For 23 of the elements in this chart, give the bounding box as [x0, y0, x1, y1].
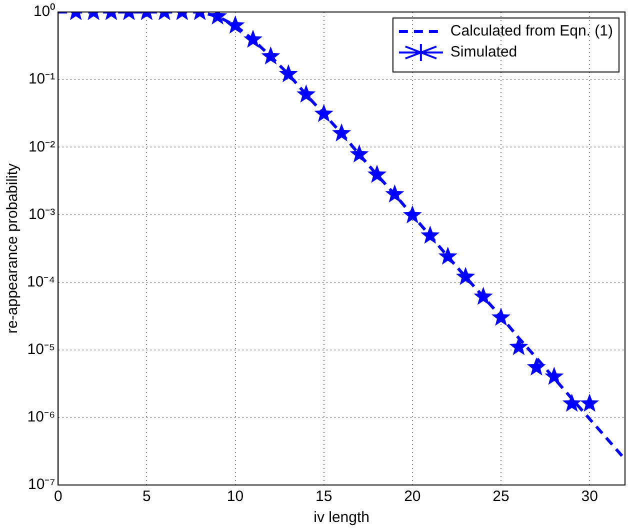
point: [562, 394, 582, 412]
legend-label: Simulated: [450, 44, 518, 61]
x-tick-label: 30: [581, 488, 598, 506]
y-tick-label: 10⁰: [33, 3, 56, 20]
y-tick-label: 10⁻³: [28, 206, 56, 223]
y-axis-title: re-appearance probability: [4, 162, 22, 334]
x-tick-label: 0: [54, 488, 62, 506]
y-tick-label: 10⁻¹: [28, 70, 56, 88]
x-tick-label: 5: [142, 488, 151, 506]
y-tick-label: 10⁻⁴: [26, 273, 56, 290]
point: [526, 357, 546, 376]
x-tick-label: 25: [492, 488, 510, 506]
y-tick-label: 10⁻⁶: [27, 408, 56, 426]
x-tick-label: 15: [316, 488, 332, 506]
point: [509, 337, 528, 356]
y-tick-label: 10⁻²: [28, 138, 56, 156]
x-tick-label: 20: [404, 488, 421, 506]
point: [580, 394, 600, 412]
y-tick-label: 10⁻⁵: [27, 341, 56, 358]
legend-label: Calculated from Eqn. (1): [450, 22, 614, 40]
x-tick-label: 10: [226, 488, 244, 506]
x-axis-title: iv length: [314, 509, 370, 526]
y-tick-label: 10⁻⁷: [28, 476, 56, 494]
